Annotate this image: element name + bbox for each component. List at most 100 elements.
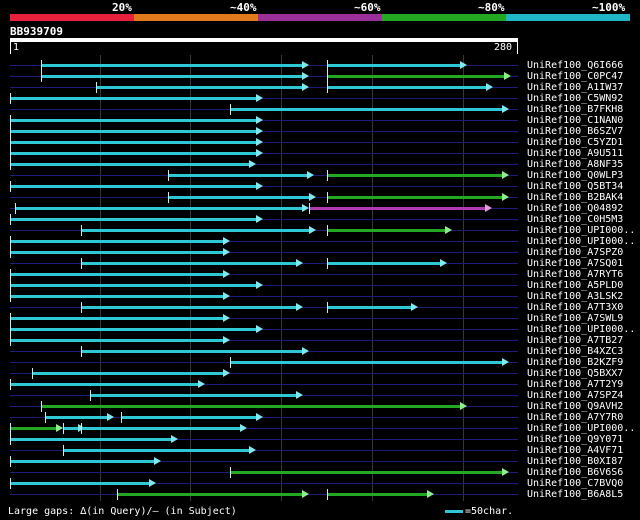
hsp-segment[interactable] [81, 346, 309, 357]
hit-link[interactable]: UniRef100_UPI000.. [527, 236, 636, 247]
hit-link[interactable]: UniRef100_C1NAN0 [527, 115, 624, 126]
hit-row[interactable]: UniRef100_A5PLD0 [0, 280, 640, 291]
hit-row[interactable]: UniRef100_C0H5M3 [0, 214, 640, 225]
hit-link[interactable]: UniRef100_A1IW37 [527, 82, 624, 93]
hit-link[interactable]: UniRef100_A7T3X0 [527, 302, 624, 313]
hsp-segment[interactable] [10, 478, 156, 489]
hit-row[interactable]: UniRef100_A7SPZ0 [0, 247, 640, 258]
hsp-segment[interactable] [326, 60, 467, 71]
hsp-segment[interactable] [10, 291, 231, 302]
hsp-segment[interactable] [326, 71, 511, 82]
hit-link[interactable]: UniRef100_B7FKH8 [527, 104, 624, 115]
hit-row[interactable]: UniRef100_B6SZV7 [0, 126, 640, 137]
hsp-segment[interactable] [10, 93, 264, 104]
hit-link[interactable]: UniRef100_B2BAK4 [527, 192, 624, 203]
hsp-segment[interactable] [10, 335, 231, 346]
hit-link[interactable]: UniRef100_A7SQ01 [527, 258, 624, 269]
hit-link[interactable]: UniRef100_UPI000.. [527, 423, 636, 434]
hit-row[interactable]: UniRef100_C7BVQ0 [0, 478, 640, 489]
hsp-segment[interactable] [326, 192, 509, 203]
hsp-segment[interactable] [308, 203, 493, 214]
hsp-segment[interactable] [81, 258, 304, 269]
hsp-segment[interactable] [326, 489, 435, 500]
hit-row[interactable]: UniRef100_Q5BXX7 [0, 368, 640, 379]
hit-link[interactable]: UniRef100_A7SWL9 [527, 313, 624, 324]
hit-link[interactable]: UniRef100_B4XZC3 [527, 346, 624, 357]
hit-link[interactable]: UniRef100_A7T2Y9 [527, 379, 624, 390]
hsp-segment[interactable] [326, 82, 493, 93]
hit-link[interactable]: UniRef100_A7SPZ4 [527, 390, 624, 401]
hit-row[interactable]: UniRef100_Q04892 [0, 203, 640, 214]
hsp-segment[interactable] [62, 445, 256, 456]
hit-link[interactable]: UniRef100_B6SZV7 [527, 126, 624, 137]
hsp-segment[interactable] [40, 71, 309, 82]
hit-link[interactable]: UniRef100_A3LSK2 [527, 291, 624, 302]
hit-row[interactable]: UniRef100_B6A8L5 [0, 489, 640, 500]
hsp-segment[interactable] [10, 181, 264, 192]
hit-link[interactable]: UniRef100_C0H5M3 [527, 214, 624, 225]
hit-link[interactable]: UniRef100_Q9Y071 [527, 434, 624, 445]
hsp-segment[interactable] [44, 412, 114, 423]
hit-row[interactable]: UniRef100_A7TB27 [0, 335, 640, 346]
hit-link[interactable]: UniRef100_Q9AVH2 [527, 401, 624, 412]
hsp-segment[interactable] [81, 423, 247, 434]
hit-link[interactable]: UniRef100_C5YZD1 [527, 137, 624, 148]
hit-link[interactable]: UniRef100_C0PC47 [527, 71, 624, 82]
hsp-segment[interactable] [168, 192, 316, 203]
hit-row[interactable]: UniRef100_A7Y7R0 [0, 412, 640, 423]
hsp-segment[interactable] [10, 423, 63, 434]
hit-row[interactable]: UniRef100_B0XI87 [0, 456, 640, 467]
hsp-segment[interactable] [230, 467, 509, 478]
hsp-segment[interactable] [10, 214, 264, 225]
hit-row[interactable]: UniRef100_UPI000.. [0, 324, 640, 335]
hsp-segment[interactable] [40, 60, 309, 71]
hsp-segment[interactable] [10, 280, 264, 291]
hit-row[interactable]: UniRef100_C5WN92 [0, 93, 640, 104]
hsp-segment[interactable] [10, 236, 231, 247]
hsp-segment[interactable] [15, 203, 309, 214]
hsp-segment[interactable] [10, 379, 205, 390]
hit-row[interactable]: UniRef100_C5YZD1 [0, 137, 640, 148]
hit-link[interactable]: UniRef100_A4VF71 [527, 445, 624, 456]
hsp-segment[interactable] [10, 115, 264, 126]
hit-row[interactable]: UniRef100_A7SPZ4 [0, 390, 640, 401]
hsp-segment[interactable] [81, 225, 316, 236]
hsp-segment[interactable] [10, 126, 264, 137]
hit-link[interactable]: UniRef100_C5WN92 [527, 93, 624, 104]
hit-row[interactable]: UniRef100_B6V6S6 [0, 467, 640, 478]
hsp-segment[interactable] [10, 159, 256, 170]
hit-row[interactable]: UniRef100_B2BAK4 [0, 192, 640, 203]
hit-row[interactable]: UniRef100_Q9AVH2 [0, 401, 640, 412]
hit-row[interactable]: UniRef100_UPI000.. [0, 423, 640, 434]
hit-row[interactable]: UniRef100_A7RYT6 [0, 269, 640, 280]
hsp-segment[interactable] [62, 423, 85, 434]
hit-row[interactable]: UniRef100_UPI000.. [0, 236, 640, 247]
hsp-segment[interactable] [10, 324, 264, 335]
hsp-segment[interactable] [81, 302, 304, 313]
hit-row[interactable]: UniRef100_B7FKH8 [0, 104, 640, 115]
hit-link[interactable]: UniRef100_Q04892 [527, 203, 624, 214]
hit-link[interactable]: UniRef100_A7TB27 [527, 335, 624, 346]
hit-row[interactable]: UniRef100_A1IW37 [0, 82, 640, 93]
hit-row[interactable]: UniRef100_C1NAN0 [0, 115, 640, 126]
hit-row[interactable]: UniRef100_A9U511 [0, 148, 640, 159]
hit-link[interactable]: UniRef100_A8NF35 [527, 159, 624, 170]
hsp-segment[interactable] [326, 258, 447, 269]
hit-link[interactable]: UniRef100_Q0WLP3 [527, 170, 624, 181]
hit-row[interactable]: UniRef100_Q9Y071 [0, 434, 640, 445]
hit-link[interactable]: UniRef100_UPI000.. [527, 225, 636, 236]
hit-link[interactable]: UniRef100_A5PLD0 [527, 280, 624, 291]
hsp-segment[interactable] [117, 489, 309, 500]
hit-link[interactable]: UniRef100_Q5BT34 [527, 181, 624, 192]
hit-link[interactable]: UniRef100_B6V6S6 [527, 467, 624, 478]
hsp-segment[interactable] [31, 368, 231, 379]
hsp-segment[interactable] [168, 170, 315, 181]
hsp-segment[interactable] [326, 302, 418, 313]
hsp-segment[interactable] [121, 412, 264, 423]
hit-link[interactable]: UniRef100_B0XI87 [527, 456, 624, 467]
hit-link[interactable]: UniRef100_Q6I666 [527, 60, 624, 71]
hit-link[interactable]: UniRef100_Q5BXX7 [527, 368, 624, 379]
hsp-segment[interactable] [10, 269, 231, 280]
hit-link[interactable]: UniRef100_A7Y7R0 [527, 412, 624, 423]
hit-row[interactable]: UniRef100_Q6I666 [0, 60, 640, 71]
